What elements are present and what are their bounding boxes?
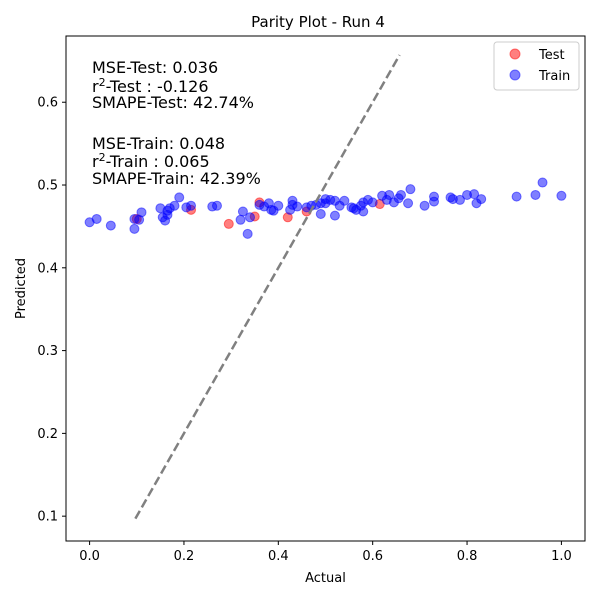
scatter-point-train: [405, 184, 416, 195]
smape-test-text: SMAPE-Test: 42.74%: [92, 93, 254, 112]
scatter-point-test: [223, 218, 234, 229]
scatter-point-train: [169, 200, 180, 211]
scatter-point-train: [511, 191, 522, 202]
r2-train-suffix: -Train : 0.065: [106, 152, 210, 171]
scatter-point-train: [537, 177, 548, 188]
scatter-point-train: [530, 189, 541, 200]
y-tick-label: 0.2: [37, 427, 58, 442]
scatter-point-train: [367, 197, 378, 208]
y-tick-label: 0.3: [37, 344, 58, 359]
scatter-point-train: [476, 194, 487, 205]
scatter-point-train: [395, 189, 406, 200]
scatter-point-train: [384, 189, 395, 200]
r2-test-suffix: -Test : -0.126: [106, 77, 209, 96]
r2-train-text: r2-Train : 0.065: [92, 151, 210, 171]
scatter-point-train: [136, 207, 147, 218]
x-tick-label: 1.0: [551, 549, 572, 564]
scatter-point-train: [454, 194, 465, 205]
x-tick-label: 0.4: [268, 549, 289, 564]
scatter-point-train: [129, 223, 140, 234]
scatter-point-train: [329, 210, 340, 221]
legend-marker-train: [509, 69, 521, 81]
scatter-point-train: [339, 195, 350, 206]
y-tick-label: 0.5: [37, 179, 58, 194]
scatter-point-train: [186, 200, 197, 211]
scatter-point-train: [469, 189, 480, 200]
scatter-point-train: [242, 228, 253, 239]
x-tick-label: 0.2: [174, 549, 195, 564]
scatter-point-train: [292, 201, 303, 212]
legend-marker-test: [509, 48, 521, 60]
scatter-point-train: [273, 200, 284, 211]
series-train: [84, 177, 567, 239]
r2-test-text: r2-Test : -0.126: [92, 76, 209, 96]
plot-area: [84, 54, 567, 520]
scatter-point-train: [419, 200, 430, 211]
y-tick-label: 0.6: [37, 96, 58, 111]
x-tick-label: 0.0: [79, 549, 100, 564]
scatter-point-train: [556, 190, 567, 201]
y-axis-ticks: 0.1 0.2 0.3 0.4 0.5 0.6: [37, 96, 66, 525]
x-tick-label: 0.6: [362, 549, 383, 564]
r2-train-superscript: 2: [99, 151, 106, 164]
legend-label-test: Test: [538, 48, 565, 63]
r2-test-prefix: r: [92, 77, 99, 96]
scatter-point-train: [105, 220, 116, 231]
parity-line: [134, 54, 401, 520]
r2-test-superscript: 2: [99, 76, 106, 89]
x-axis-ticks: 0.0 0.2 0.4 0.6 0.8 1.0: [79, 541, 572, 564]
scatter-point-train: [91, 213, 102, 224]
chart-title: Parity Plot - Run 4: [251, 13, 385, 31]
x-tick-label: 0.8: [457, 549, 478, 564]
scatter-point-train: [235, 214, 246, 225]
scatter-point-train: [358, 206, 369, 217]
x-axis-label: Actual: [305, 571, 346, 586]
scatter-point-train: [429, 191, 440, 202]
scatter-point-train: [174, 192, 185, 203]
scatter-point-train: [237, 206, 248, 217]
y-tick-label: 0.1: [37, 510, 58, 525]
axes-frame: [65, 35, 586, 542]
legend: Test Train: [493, 41, 580, 91]
scatter-point-train: [403, 198, 414, 209]
scatter-point-train: [245, 212, 256, 223]
y-axis-label: Predicted: [14, 258, 29, 319]
metrics-text: MSE-Test: 0.036 r2-Test : -0.126 SMAPE-T…: [92, 58, 261, 188]
scatter-point-train: [211, 200, 222, 211]
y-tick-label: 0.4: [37, 261, 58, 276]
r2-train-prefix: r: [92, 152, 99, 171]
mse-train-text: MSE-Train: 0.048: [92, 134, 225, 153]
mse-test-text: MSE-Test: 0.036: [92, 58, 218, 77]
smape-train-text: SMAPE-Train: 42.39%: [92, 169, 261, 188]
legend-label-train: Train: [538, 69, 570, 84]
scatter-point-train: [315, 208, 326, 219]
